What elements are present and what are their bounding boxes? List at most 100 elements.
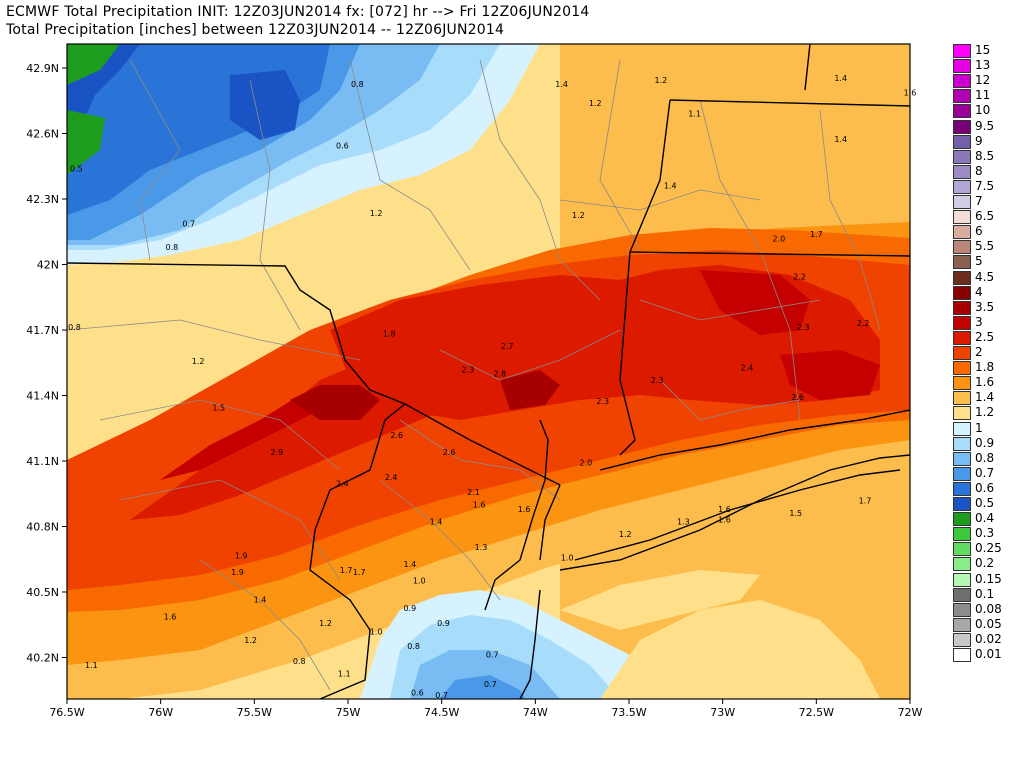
- y-tick-label: 40.5N: [26, 586, 59, 599]
- legend-swatch: [953, 572, 971, 587]
- legend-swatch: [953, 436, 971, 451]
- contour-value-label: 1.7: [340, 566, 353, 575]
- contour-value-label: 1.0: [370, 627, 383, 636]
- legend-swatch: [953, 210, 971, 225]
- contour-value-label: 2.3: [797, 323, 810, 332]
- x-tick-label: 76.5W: [49, 706, 84, 719]
- contour-value-label: 0.6: [336, 141, 349, 150]
- contour-value-label: 1.7: [859, 496, 872, 505]
- legend-label: 7: [975, 194, 983, 208]
- contour-value-label: 1.6: [904, 89, 917, 98]
- legend-entry: 12: [953, 73, 1023, 89]
- legend-label: 4.5: [975, 269, 995, 284]
- legend-label: 0.02: [975, 631, 1002, 646]
- contour-value-label: 2.6: [791, 393, 804, 402]
- legend-label: 0.5: [975, 496, 995, 510]
- contour-value-label: 0.7: [486, 651, 499, 660]
- contour-value-label: 1.5: [212, 403, 225, 412]
- y-tick-label: 42.6N: [26, 128, 59, 141]
- contour-value-label: 2.2: [793, 272, 806, 281]
- legend-swatch: [953, 74, 971, 89]
- y-tick-label: 40.8N: [26, 521, 59, 534]
- legend-swatch: [953, 481, 971, 496]
- contour-value-label: 2.1: [467, 488, 480, 497]
- legend-label: 0.7: [975, 465, 995, 480]
- contour-value-label: 2.2: [857, 319, 870, 328]
- legend-swatch: [953, 512, 971, 527]
- contour-value-label: 1.4: [254, 596, 267, 605]
- legend-swatch: [953, 421, 971, 436]
- legend-label: 1.2: [975, 405, 995, 420]
- legend-swatch: [953, 255, 971, 270]
- contour-value-label: 2.6: [390, 431, 403, 440]
- legend-entry: 3.5: [953, 300, 1023, 316]
- legend-entry: 0.6: [953, 481, 1023, 497]
- legend-entry: 6.5: [953, 209, 1023, 225]
- legend-label: 1: [975, 420, 983, 435]
- x-tick-label: 76W: [148, 706, 173, 719]
- contour-value-label: 2.4: [336, 479, 349, 488]
- legend-label: 6.5: [975, 209, 995, 224]
- legend-label: 11: [975, 88, 991, 103]
- legend-entry: 8.5: [953, 149, 1023, 165]
- y-tick-label: 42N: [37, 259, 59, 272]
- contour-value-label: 0.8: [407, 642, 420, 651]
- contour-value-label: 1.2: [654, 76, 667, 85]
- legend-swatch: [953, 648, 971, 662]
- legend-swatch: [953, 44, 971, 58]
- legend-swatch: [953, 602, 971, 617]
- contour-value-label: 1.1: [338, 670, 351, 679]
- legend-entry: 0.3: [953, 526, 1023, 542]
- legend-swatch: [953, 346, 971, 360]
- contour-value-label: 0.9: [437, 619, 450, 628]
- contour-value-label: 2.4: [385, 473, 398, 482]
- legend-entry: 0.01: [953, 647, 1023, 663]
- legend-entry: 7.5: [953, 179, 1023, 195]
- contour-value-label: 1.4: [555, 80, 568, 89]
- legend-label: 0.9: [975, 435, 995, 450]
- contour-value-label: 2.4: [741, 363, 754, 372]
- legend-entry: 15: [953, 43, 1023, 59]
- legend-label: 12: [975, 73, 991, 88]
- legend-swatch: [953, 361, 971, 376]
- legend-swatch: [953, 391, 971, 406]
- legend-entry: 5.5: [953, 239, 1023, 255]
- contour-value-label: 1.7: [810, 230, 823, 239]
- legend-label: 13: [975, 58, 991, 73]
- contour-value-label: 0.8: [293, 657, 306, 666]
- legend-entry: 9.5: [953, 119, 1023, 135]
- legend-swatch: [953, 59, 971, 74]
- contour-value-label: 1.2: [572, 211, 585, 220]
- legend-label: 0.4: [975, 511, 995, 526]
- legend-label: 15: [975, 43, 991, 57]
- x-tick-label: 74W: [523, 706, 548, 719]
- legend-swatch: [953, 195, 971, 209]
- legend-entry: 11: [953, 88, 1023, 104]
- x-tick-label: 73W: [710, 706, 735, 719]
- legend-swatch: [953, 330, 971, 345]
- y-tick-label: 41.7N: [26, 324, 59, 337]
- y-tick-label: 42.3N: [26, 193, 59, 206]
- legend-entry: 9: [953, 134, 1023, 150]
- contour-value-label: 2.3: [651, 376, 664, 385]
- legend-swatch: [953, 557, 971, 572]
- legend-swatch: [953, 104, 971, 119]
- legend-swatch: [953, 179, 971, 194]
- map-title: ECMWF Total Precipitation INIT: 12Z03JUN…: [6, 4, 590, 20]
- contour-labels: 0.8 0.6 0.5 0.7 0.8 1.2 1.4 1.2 1.2 1.4 1.6 1.1 1.4 1…: [68, 74, 916, 700]
- legend-label: 6: [975, 224, 983, 239]
- contour-value-label: 2.9: [270, 448, 283, 457]
- legend-swatch: [953, 315, 971, 330]
- contour-value-label: 1.3: [677, 518, 690, 527]
- legend-swatch: [953, 149, 971, 164]
- legend-entry: 0.05: [953, 617, 1023, 633]
- legend-swatch: [953, 270, 971, 285]
- legend-entry: 4: [953, 285, 1023, 301]
- legend-swatch: [953, 164, 971, 179]
- x-tick-label: 74.5W: [424, 706, 459, 719]
- legend-entry: 0.2: [953, 556, 1023, 572]
- contour-value-label: 1.7: [353, 568, 366, 577]
- legend-label: 0.2: [975, 556, 995, 571]
- county-lines: [67, 59, 881, 691]
